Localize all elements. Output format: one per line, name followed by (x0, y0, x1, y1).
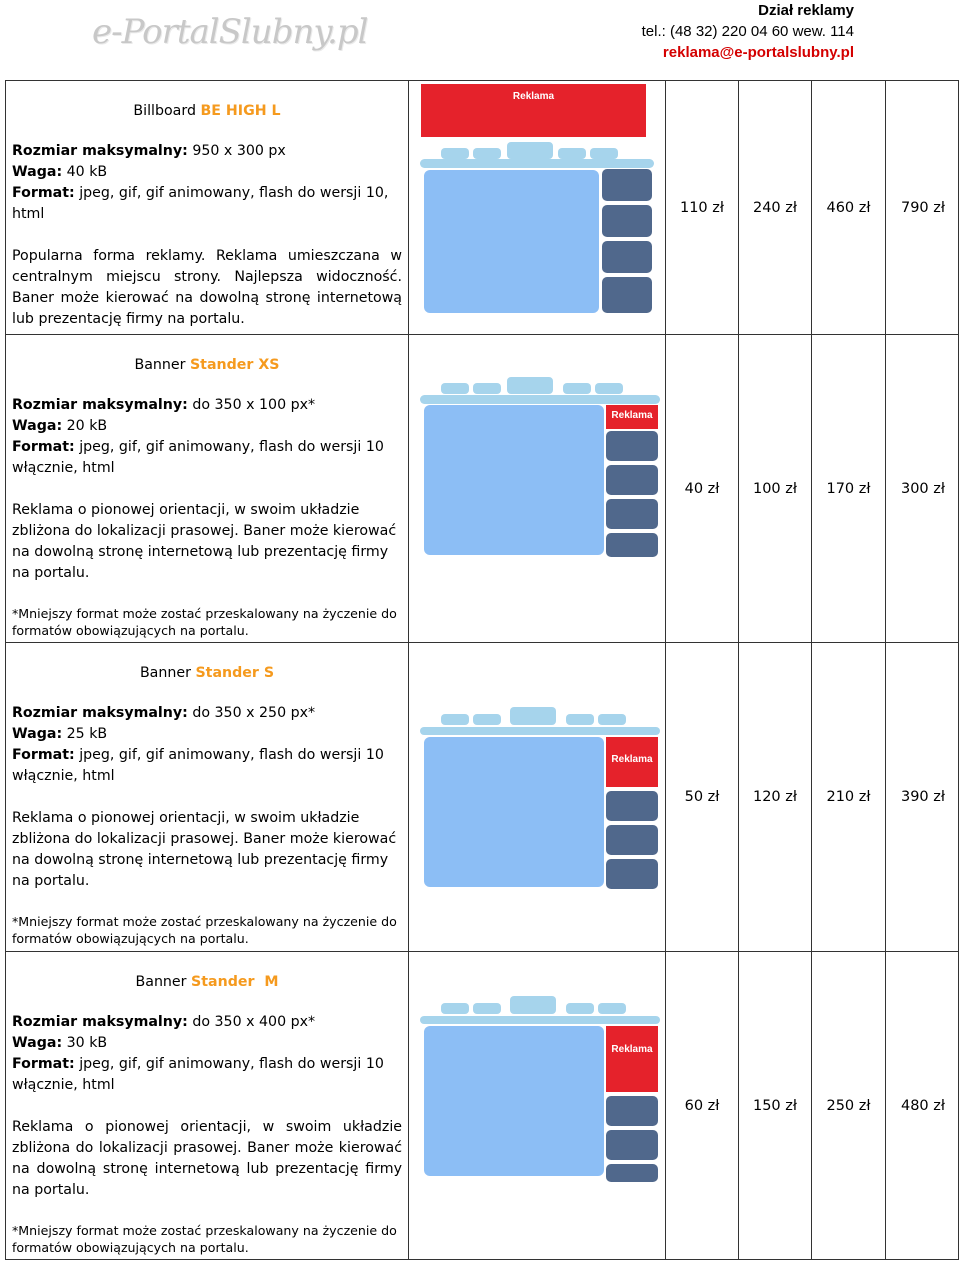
spec-size: Rozmiar maksymalny: do 350 x 250 px* (12, 705, 316, 721)
offer-text: Reklama o pionowej orientacji, w swoim u… (12, 1119, 402, 1198)
spec-weight: Waga: 20 kB (12, 418, 108, 434)
offer-description: Banner Stander XS Rozmiar maksymalny: do… (6, 335, 409, 642)
offer-title: Banner Stander XS (134, 357, 280, 373)
spec-format: Format: jpeg, gif, gif animowany, flash … (12, 185, 389, 222)
contact-phone: tel.: (48 32) 220 04 60 wew. 114 (641, 23, 854, 40)
price-cell: 250 zł (812, 952, 886, 1259)
price-cell: 120 zł (739, 643, 812, 951)
price-cell: 300 zł (900, 480, 946, 497)
page-header: e-PortalSlubny.pl Dział reklamy tel.: (4… (0, 0, 960, 80)
spec-format: Format: jpeg, gif, gif animowany, flash … (12, 747, 384, 784)
contact-title: Dział reklamy (758, 2, 854, 19)
layout-preview: Reklama (409, 952, 666, 1259)
spec-weight: Waga: 25 kB (12, 726, 108, 742)
content-area (424, 405, 604, 555)
price-cell: 170 zł (812, 335, 886, 642)
offer-description: Banner Stander M Rozmiar maksymalny: do … (6, 952, 409, 1259)
ad-placement-stander-xs: Reklama (606, 405, 658, 429)
offer-title: Banner Stander S (139, 665, 275, 681)
offer-title: Billboard BE HIGH L (12, 101, 402, 122)
offer-name: BE HIGH L (200, 103, 281, 119)
offer-description: Billboard BE HIGH L Rozmiar maksymalny: … (6, 81, 409, 334)
spec-weight: Waga: 30 kB (12, 1035, 108, 1051)
content-area (424, 1026, 604, 1176)
footnote: *Mniejszy format może zostać przeskalowa… (12, 1223, 397, 1255)
price-cell: 460 zł (812, 81, 886, 334)
layout-preview: Reklama (409, 335, 666, 642)
offer-description: Banner Stander S Rozmiar maksymalny: do … (6, 643, 409, 951)
offer-row-billboard: Billboard BE HIGH L Rozmiar maksymalny: … (5, 80, 959, 334)
contact-block: Dział reklamy tel.: (48 32) 220 04 60 we… (642, 0, 854, 63)
layout-preview: Reklama (409, 81, 666, 334)
ad-placement-billboard: Reklama (421, 84, 646, 137)
content-area (424, 737, 604, 887)
offer-text: Reklama o pionowej orientacji, w swoim u… (12, 810, 397, 889)
price-cell: 50 zł (666, 643, 739, 951)
price-cell: 110 zł (666, 81, 739, 334)
ad-placement-stander-s: Reklama (606, 737, 658, 787)
footnote: *Mniejszy format może zostać przeskalowa… (12, 914, 397, 946)
spec-size: Rozmiar maksymalny: do 350 x 400 px* (12, 1014, 316, 1030)
offer-row-stander-xs: Banner Stander XS Rozmiar maksymalny: do… (5, 334, 959, 642)
contact-email-link[interactable]: reklama@e-portalslubny.pl (662, 44, 854, 61)
offer-text: Reklama o pionowej orientacji, w swoim u… (12, 502, 397, 581)
portal-logo: e-PortalSlubny.pl (92, 12, 369, 52)
price-cell: 150 zł (739, 952, 812, 1259)
offer-type: Billboard (133, 103, 196, 119)
content-area (424, 170, 599, 313)
offer-text: Popularna forma reklamy. Reklama umieszc… (12, 248, 402, 327)
offer-title: Banner Stander M (135, 974, 279, 990)
price-cell: 60 zł (666, 952, 739, 1259)
spec-weight: Waga: 40 kB (12, 164, 108, 180)
ad-placement-stander-m: Reklama (606, 1026, 658, 1092)
price-cell: 790 zł (900, 199, 946, 216)
spec-size: Rozmiar maksymalny: 950 x 300 px (12, 143, 286, 159)
spec-size: Rozmiar maksymalny: do 350 x 100 px* (12, 397, 316, 413)
price-cell: 390 zł (900, 789, 946, 805)
price-cell: 40 zł (666, 335, 739, 642)
price-cell: 210 zł (812, 643, 886, 951)
offer-row-stander-m: Banner Stander M Rozmiar maksymalny: do … (5, 951, 959, 1260)
layout-preview: Reklama (409, 643, 666, 951)
spec-format: Format: jpeg, gif, gif animowany, flash … (12, 439, 384, 476)
price-cell: 480 zł (900, 1097, 946, 1114)
offer-row-stander-s: Banner Stander S Rozmiar maksymalny: do … (5, 642, 959, 951)
spec-format: Format: jpeg, gif, gif animowany, flash … (12, 1056, 384, 1093)
price-cell: 100 zł (739, 335, 812, 642)
price-cell: 240 zł (739, 81, 812, 334)
footnote: *Mniejszy format może zostać przeskalowa… (12, 606, 397, 638)
